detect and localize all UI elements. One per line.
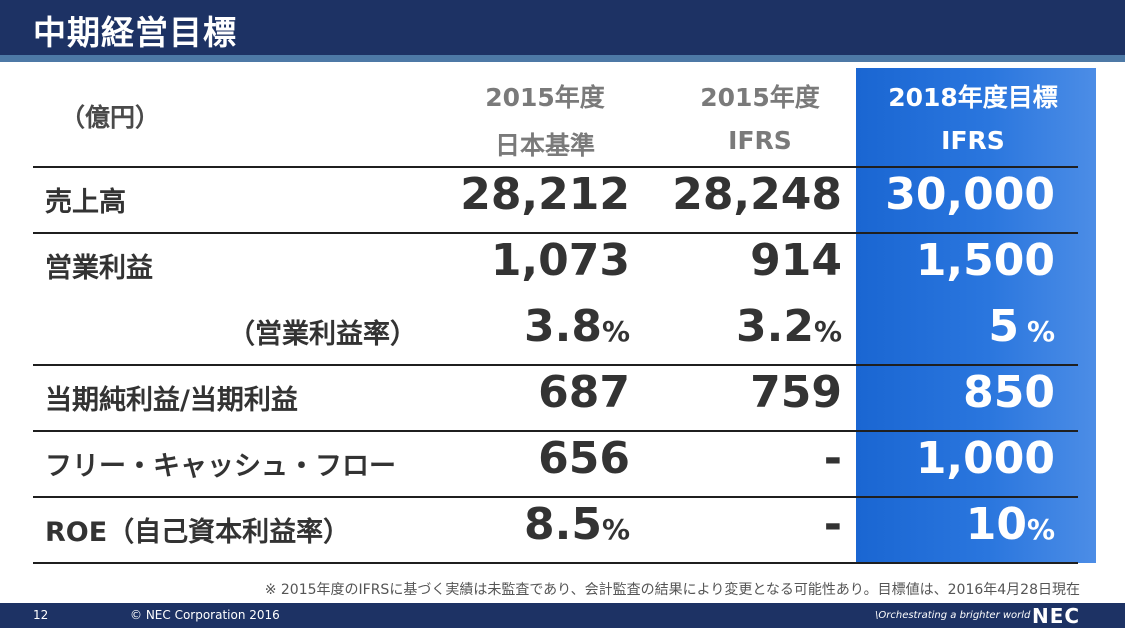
- row-divider: [33, 364, 1078, 366]
- op-profit-2018-target: 1,500: [915, 235, 1055, 286]
- net-income-2018-target: 850: [963, 367, 1055, 418]
- col-header-1-line2: 日本基準: [494, 131, 595, 160]
- roe-2015-jgaap: 8.5%: [523, 499, 630, 550]
- row-label-roe: ROE（自己資本利益率）: [45, 517, 351, 548]
- unit-label: （億円）: [60, 103, 161, 132]
- col-header-3-line2: IFRS: [941, 126, 1005, 155]
- row-divider: [33, 166, 1078, 168]
- fcf-2015-jgaap: 656: [538, 433, 630, 484]
- row-label-free-cash-flow: フリー・キャッシュ・フロー: [45, 451, 396, 482]
- op-margin-2018-target: 5%: [988, 301, 1055, 352]
- col-header-2-line1: 2015年度: [700, 83, 820, 112]
- col-header-2-line2: IFRS: [728, 126, 792, 155]
- row-label-sales: 売上高: [45, 187, 126, 218]
- fcf-2018-target: 1,000: [915, 433, 1055, 484]
- op-margin-2015-ifrs: 3.2%: [735, 301, 842, 352]
- title-underline: [0, 55, 1125, 62]
- page-number: 12: [33, 608, 49, 622]
- row-divider: [33, 562, 1078, 564]
- roe-2015-ifrs: -: [823, 499, 842, 550]
- col-header-1-line1: 2015年度: [485, 83, 605, 112]
- sales-2018-target: 30,000: [885, 169, 1055, 220]
- sales-2015-jgaap: 28,212: [460, 169, 630, 220]
- op-profit-2015-ifrs: 914: [750, 235, 842, 286]
- row-divider: [33, 496, 1078, 498]
- op-margin-2015-jgaap: 3.8%: [523, 301, 630, 352]
- row-label-operating-profit: 営業利益: [45, 253, 153, 284]
- op-profit-2015-jgaap: 1,073: [490, 235, 630, 286]
- row-label-net-income: 当期純利益/当期利益: [45, 385, 298, 416]
- sales-2015-ifrs: 28,248: [672, 169, 842, 220]
- copyright: © NEC Corporation 2016: [130, 608, 280, 622]
- footer-bar: 12 © NEC Corporation 2016 \Orchestrating…: [0, 603, 1125, 628]
- row-divider: [33, 232, 1078, 234]
- target-column-highlight: [856, 68, 1096, 563]
- row-label-operating-margin: （営業利益率）: [228, 319, 417, 350]
- tagline: \Orchestrating a brighter world: [875, 610, 1031, 621]
- row-divider: [33, 430, 1078, 432]
- fcf-2015-ifrs: -: [823, 433, 842, 484]
- page-title: 中期経営目標: [33, 13, 237, 52]
- footnote: ※ 2015年度のIFRSに基づく実績は未監査であり、会計監査の結果により変更と…: [264, 582, 1080, 598]
- col-header-3-line1: 2018年度目標: [888, 83, 1058, 112]
- nec-logo: NEC: [1032, 604, 1081, 628]
- title-bar: 中期経営目標: [0, 0, 1125, 55]
- roe-2018-target: 10%: [965, 499, 1055, 550]
- net-income-2015-jgaap: 687: [538, 367, 630, 418]
- net-income-2015-ifrs: 759: [750, 367, 842, 418]
